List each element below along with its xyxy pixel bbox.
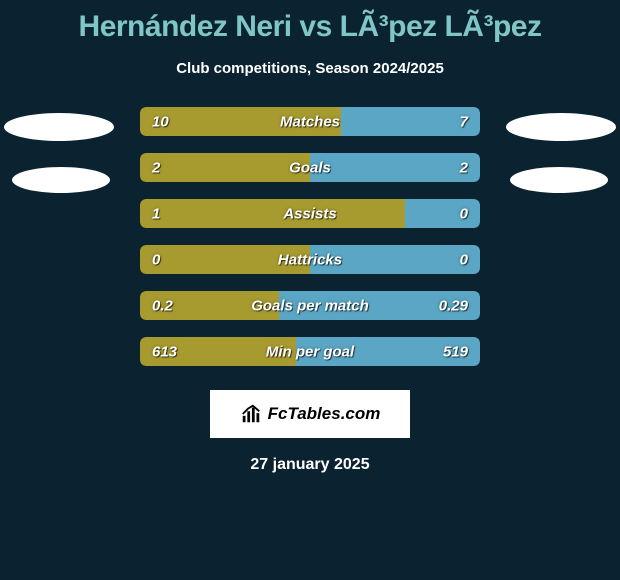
value-left: 0 (152, 251, 160, 268)
bar-left (140, 153, 310, 182)
stat-row: 10 7 Matches (140, 107, 480, 136)
value-left: 2 (152, 159, 160, 176)
player-right-badge-1 (506, 113, 616, 141)
value-left: 0.2 (152, 297, 173, 314)
value-right: 2 (460, 159, 468, 176)
value-right: 7 (460, 113, 468, 130)
value-right: 0 (460, 251, 468, 268)
bar-right (310, 153, 480, 182)
value-right: 519 (443, 343, 468, 360)
bar-right (405, 199, 480, 228)
stat-label: Hattricks (278, 251, 342, 268)
page-subtitle: Club competitions, Season 2024/2025 (0, 60, 620, 77)
stat-label: Goals (289, 159, 331, 176)
player-right-badge-2 (510, 167, 608, 193)
stat-row: 0 0 Hattricks (140, 245, 480, 274)
stat-row: 613 519 Min per goal (140, 337, 480, 366)
value-left: 10 (152, 113, 169, 130)
value-left: 1 (152, 205, 160, 222)
brand-box: FcTables.com (210, 390, 410, 438)
stat-row: 1 0 Assists (140, 199, 480, 228)
bar-left (140, 199, 405, 228)
stat-label: Min per goal (266, 343, 354, 360)
chart-rows: 107Matches22Goals10Assists00Hattricks0.2… (140, 107, 480, 366)
stat-row: 0.2 0.29 Goals per match (140, 291, 480, 320)
brand-chart-icon (240, 403, 262, 425)
stat-label: Assists (283, 205, 336, 222)
stat-label: Matches (280, 113, 340, 130)
value-left: 613 (152, 343, 177, 360)
value-right: 0.29 (439, 297, 468, 314)
player-left-badge-1 (4, 113, 114, 141)
value-right: 0 (460, 205, 468, 222)
comparison-chart: 107Matches22Goals10Assists00Hattricks0.2… (0, 107, 620, 366)
page-title: Hernández Neri vs LÃ³pez LÃ³pez (0, 0, 620, 44)
date-label: 27 january 2025 (0, 456, 620, 474)
player-left-badge-2 (12, 167, 110, 193)
stat-label: Goals per match (251, 297, 369, 314)
brand-text: FcTables.com (268, 404, 381, 424)
stat-row: 2 2 Goals (140, 153, 480, 182)
